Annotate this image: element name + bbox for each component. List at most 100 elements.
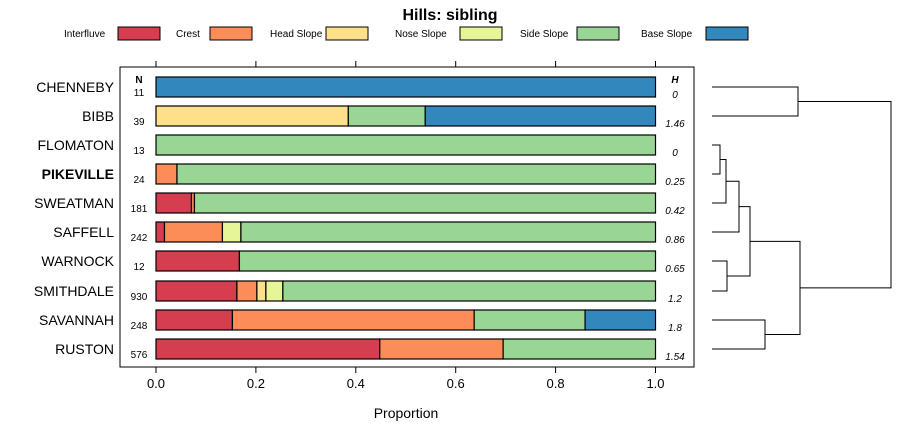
row-smithdale: SMITHDALE 930 1.2: [34, 280, 682, 305]
bar-segment-side-slope: [347, 105, 426, 127]
row-ruston: RUSTON 576 1.54: [55, 338, 685, 363]
bar-segment-crest: [379, 338, 504, 360]
row-sweatman: SWEATMAN 181 0.42: [34, 192, 685, 217]
chart-title: Hills: sibling: [402, 7, 497, 24]
x-tick-label: 0.8: [547, 376, 565, 391]
row-label: BIBB: [82, 108, 114, 124]
n-value: 242: [131, 233, 148, 244]
bar-segment-side-slope: [240, 221, 657, 243]
legend-swatch-interfluve: [117, 26, 161, 41]
x-tick-label: 0.0: [147, 376, 165, 391]
dendro-link: [712, 144, 721, 175]
legend-label-base-slope: Base Slope: [641, 29, 693, 40]
x-tick-label: 0.4: [347, 376, 365, 391]
h-value: 1.46: [665, 119, 685, 130]
plot-panel: [119, 66, 695, 368]
bar-segment-base-slope: [584, 309, 657, 331]
row-label: SAFFELL: [53, 224, 114, 240]
dendro-link: [712, 159, 727, 204]
bar-segment-interfluve: [155, 221, 166, 243]
dendrogram: [712, 86, 892, 350]
row-label: CHENNEBY: [36, 79, 114, 95]
row-flomaton: FLOMATON 13 0: [38, 134, 678, 159]
row-pikeville: PIKEVILLE 24 0.25: [42, 163, 685, 188]
bar-segment-crest: [155, 163, 178, 185]
n-value: 39: [133, 117, 145, 128]
x-tick-label: 1.0: [646, 376, 664, 391]
n-value: 576: [131, 350, 148, 361]
h-value: 1.2: [668, 294, 682, 305]
x-axis-title: Proportion: [374, 405, 439, 421]
row-label: SMITHDALE: [34, 283, 114, 299]
n-value: 11: [134, 88, 145, 99]
bar-segment-side-slope: [502, 338, 657, 360]
n-value: 24: [133, 175, 145, 186]
dendro-link: [750, 240, 801, 335]
x-tick-label: 0.6: [447, 376, 465, 391]
row-label: SWEATMAN: [34, 195, 114, 211]
h-value: 1.8: [668, 323, 682, 334]
row-label: PIKEVILLE: [42, 166, 114, 182]
bar-segment-nose-slope: [221, 221, 242, 243]
dendro-link: [798, 101, 892, 289]
row-label: SAVANNAH: [39, 312, 114, 328]
h-value: 1.54: [665, 352, 685, 363]
row-chenneby: CHENNEBY 11 0: [36, 76, 678, 101]
row-label: RUSTON: [55, 341, 114, 357]
legend-swatch-crest: [209, 26, 253, 41]
legend-swatch-base-slope: [705, 26, 749, 41]
legend-label-interfluve: Interfluve: [64, 29, 106, 40]
dendro-link: [712, 319, 766, 350]
row-saffell: SAFFELL 242 0.86: [53, 221, 685, 246]
legend-label-head-slope: Head Slope: [270, 29, 323, 40]
legend-label-crest: Crest: [176, 29, 200, 40]
bar-segment-interfluve: [155, 309, 234, 331]
h-value: 0: [672, 90, 678, 101]
h-value: 0.86: [665, 235, 685, 246]
bar-segment-head-slope: [155, 105, 349, 127]
bar-segment-base-slope: [155, 76, 657, 98]
bar-segment-side-slope: [282, 280, 657, 302]
legend-swatch-nose-slope: [459, 26, 503, 41]
h-value: 0: [672, 148, 678, 159]
row-bibb: BIBB 39 1.46: [82, 105, 685, 130]
bar-segment-side-slope: [155, 134, 657, 156]
bar-segment-crest: [163, 221, 224, 243]
dendro-link: [712, 86, 799, 117]
bar-segment-side-slope: [238, 250, 657, 272]
bar-rows: CHENNEBY 11 0 BIBB 39 1.46 FLOMATON 13 0 PIKEVILL…: [34, 76, 685, 363]
n-value: 181: [131, 204, 148, 215]
row-label: FLOMATON: [38, 137, 115, 153]
bar-segment-crest: [236, 280, 258, 302]
bar-segment-interfluve: [155, 338, 381, 360]
h-value: 0.65: [665, 264, 685, 275]
x-axis: 0.0 0.2 0.4 0.6 0.8 1.0: [147, 61, 665, 391]
row-warnock: WARNOCK 12 0.65: [41, 250, 685, 275]
h-value: 0.42: [665, 206, 685, 217]
row-label: WARNOCK: [41, 253, 114, 269]
legend: Interfluve Crest Head Slope Nose Slope Side …: [64, 26, 749, 41]
bar-segment-nose-slope: [265, 280, 284, 302]
h-value: 0.25: [665, 177, 685, 188]
legend-swatch-side-slope: [576, 26, 620, 41]
n-value: 248: [131, 321, 148, 332]
bar-segment-crest: [231, 309, 475, 331]
n-value: 13: [133, 146, 145, 157]
bar-segment-side-slope: [473, 309, 586, 331]
dendro-link: [712, 260, 728, 292]
row-savannah: SAVANNAH 248 1.8: [39, 309, 682, 334]
n-value: 930: [131, 292, 148, 303]
legend-swatch-head-slope: [325, 26, 369, 41]
n-value: 12: [133, 262, 145, 273]
legend-label-side-slope: Side Slope: [520, 29, 569, 40]
legend-label-nose-slope: Nose Slope: [395, 29, 447, 40]
bar-segment-head-slope: [256, 280, 267, 302]
bar-segment-base-slope: [424, 105, 657, 127]
n-column-header: N: [135, 75, 142, 86]
bar-segment-side-slope: [176, 163, 657, 185]
x-tick-label: 0.2: [247, 376, 265, 391]
bar-segment-interfluve: [155, 280, 238, 302]
bar-segment-interfluve: [155, 192, 193, 214]
h-column-header: H: [671, 75, 679, 86]
